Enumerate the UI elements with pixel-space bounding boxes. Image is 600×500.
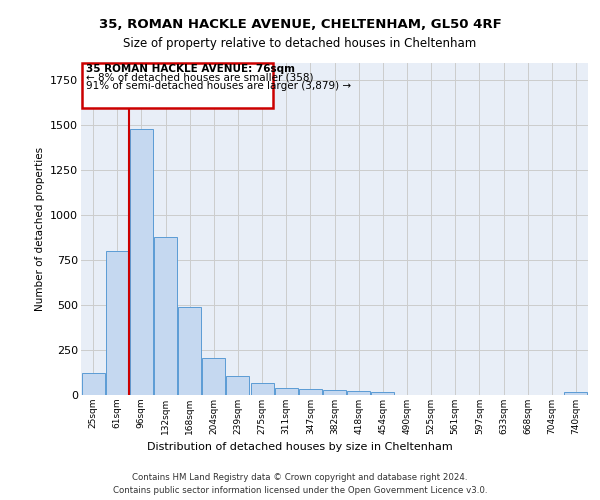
- Bar: [106, 251, 128, 395]
- Bar: [178, 307, 201, 395]
- Text: Contains public sector information licensed under the Open Government Licence v3: Contains public sector information licen…: [113, 486, 487, 495]
- Bar: [347, 391, 370, 395]
- Bar: [202, 358, 225, 395]
- Text: 91% of semi-detached houses are larger (3,879) →: 91% of semi-detached houses are larger (…: [86, 81, 351, 91]
- Text: 35, ROMAN HACKLE AVENUE, CHELTENHAM, GL50 4RF: 35, ROMAN HACKLE AVENUE, CHELTENHAM, GL5…: [98, 18, 502, 30]
- Bar: [82, 62, 273, 108]
- Text: ← 8% of detached houses are smaller (358): ← 8% of detached houses are smaller (358…: [86, 72, 313, 83]
- Bar: [130, 129, 153, 395]
- Bar: [251, 384, 274, 395]
- Text: Size of property relative to detached houses in Cheltenham: Size of property relative to detached ho…: [124, 38, 476, 51]
- Text: Contains HM Land Registry data © Crown copyright and database right 2024.: Contains HM Land Registry data © Crown c…: [132, 472, 468, 482]
- Bar: [226, 376, 250, 395]
- Bar: [82, 372, 104, 395]
- Bar: [299, 388, 322, 395]
- Text: Distribution of detached houses by size in Cheltenham: Distribution of detached houses by size …: [147, 442, 453, 452]
- Bar: [565, 392, 587, 395]
- Bar: [275, 388, 298, 395]
- Bar: [154, 237, 177, 395]
- Y-axis label: Number of detached properties: Number of detached properties: [35, 146, 44, 311]
- Bar: [323, 390, 346, 395]
- Text: 35 ROMAN HACKLE AVENUE: 76sqm: 35 ROMAN HACKLE AVENUE: 76sqm: [86, 64, 295, 74]
- Bar: [371, 392, 394, 395]
